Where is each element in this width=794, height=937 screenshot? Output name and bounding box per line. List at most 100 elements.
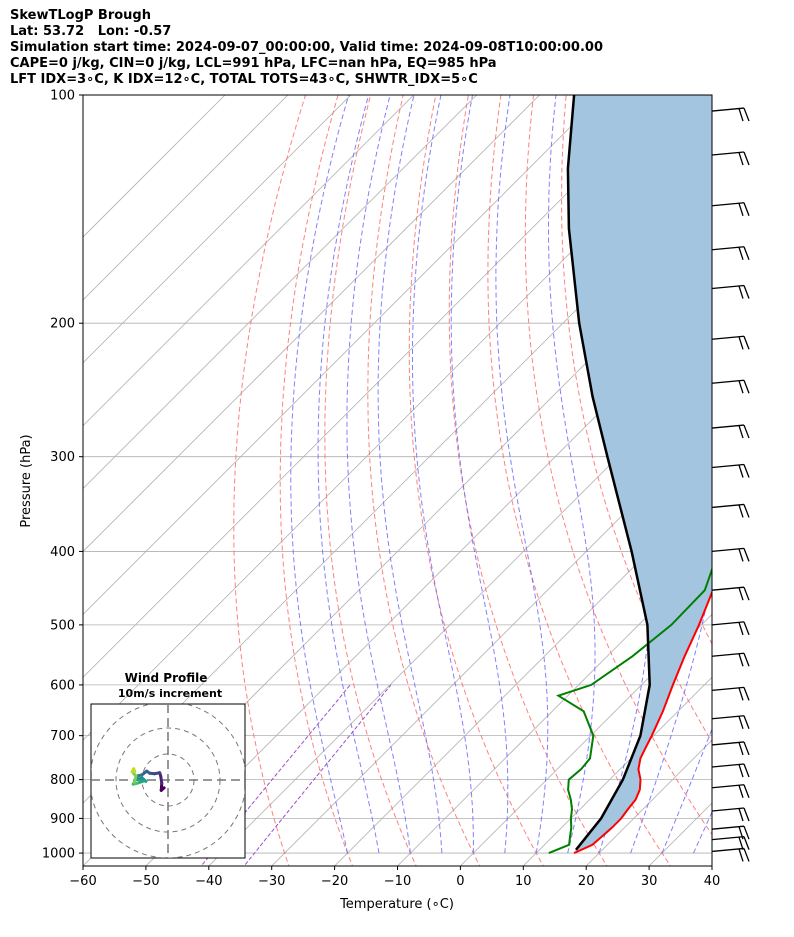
wind-barb-shaft [711,715,745,720]
dry-adiabat-line [728,78,794,869]
moist-adiabat-line [346,95,411,854]
wind-barb-shaft [711,379,745,384]
hodograph-title: Wind Profile [125,671,208,685]
wind-barb-flag [743,504,750,518]
isotherm-line [145,299,712,866]
y-tick-label: 600 [50,678,75,693]
dry-adiabat-line [561,95,712,743]
wind-barb-flag [743,586,750,601]
x-tick-label: −40 [195,874,222,889]
isotherm-line [83,95,666,678]
wind-barb-shaft [711,335,745,340]
x-tick-label: 30 [641,874,658,889]
wind-barb-flag [738,464,744,478]
moist-adiabat-line [450,95,509,854]
wind-barb-flag [743,424,750,439]
dry-adiabat-line [448,95,608,866]
wind-barb-flag [743,825,750,840]
wind-barb-shaft [711,586,745,591]
wind-barb-shaft [711,741,745,746]
wind-barb [711,586,750,601]
isotherm-line [334,488,712,866]
wind-barb [711,246,750,260]
dry-adiabat-line [524,95,712,836]
wind-barb-flag [738,716,744,729]
wind-barb [711,335,750,350]
wind-barb-shaft [711,547,745,553]
x-tick-label: −50 [132,874,159,889]
wind-barb-flag [743,848,750,862]
dry-adiabat-line [487,95,672,866]
wind-barb [711,847,750,862]
cin-shading [567,95,712,854]
wind-barb-shaft [711,784,745,789]
y-tick-label: 800 [50,773,75,788]
x-tick-label: −30 [258,874,285,889]
chart-header: SkewTLogP Brough Lat: 53.72 Lon: -0.57 S… [10,8,790,88]
wind-barb-shaft [711,621,745,626]
wind-barb [711,107,750,122]
wind-barb [711,652,750,667]
wind-barb-flag [738,687,744,701]
wind-barb [711,379,750,394]
wind-barb [711,763,750,778]
location-line: Lat: 53.72 Lon: -0.57 [10,24,172,39]
wind-barb [711,715,750,730]
wind-barb-flag [743,836,750,850]
isotherm-line [208,362,712,866]
wind-barb-flag [743,548,750,562]
hodograph: Wind Profile 10m/s increment [90,671,246,859]
moist-adiabat-line [630,95,712,854]
wind-barb-shaft [711,151,745,156]
wind-barb-flag [738,203,744,216]
wind-barb-flag [738,548,744,562]
indices-line-2: LFT IDX=3∘C, K IDX=12∘C, TOTAL TOTS=43∘C… [10,72,478,87]
dry-adiabat-line [279,95,354,866]
wind-barb-shaft [711,825,745,830]
dewpoint-line [548,566,712,855]
wind-barb-flag [743,653,750,667]
wind-barb-flag [743,379,750,394]
x-tick-label: −20 [321,874,348,889]
x-axis-label: Temperature (∘C) [339,897,454,912]
x-tick-label: −10 [384,874,411,889]
wind-barb [711,503,750,518]
isotherm-line [459,613,712,866]
wind-barb-shaft [711,652,745,657]
moist-adiabat-line [377,95,443,854]
wind-barb-flag [738,425,744,439]
wind-barb-flag [738,285,744,299]
wind-barb-flag [743,336,750,350]
wind-barb-flag [743,202,750,217]
y-tick-label: 900 [50,812,75,827]
wind-barb-flag [743,151,750,166]
wind-barb-shaft [711,202,745,207]
wind-barb-shaft [711,836,745,841]
moist-adiabat-line [661,727,712,854]
isotherm-line [83,95,352,364]
wind-barb [711,686,750,701]
moist-adiabat-line [412,95,474,854]
wind-barb-flag [738,504,744,518]
wind-barb [711,621,750,636]
indices-line-1: CAPE=0 j/kg, CIN=0 j/kg, LCL=991 hPa, LF… [10,56,497,71]
wind-barb [711,424,750,439]
wind-barb [711,463,750,478]
wind-barb [711,784,750,798]
wind-barb-flag [738,848,744,862]
isotherm-line [83,95,541,553]
wind-barb-flag [743,741,750,756]
moist-adiabat-line [495,95,549,854]
wind-barb-flag [738,764,744,778]
wind-barb-flag [738,826,744,840]
temperature-line [573,589,712,855]
wind-barb-flag [738,587,744,601]
y-tick-label: 200 [50,317,75,332]
wind-barb-flag [743,784,750,798]
wind-barb-flag [738,247,744,260]
isotherm-line [83,95,478,490]
dry-adiabat-line [408,95,544,866]
wind-barb-shaft [711,763,745,768]
chart-title: SkewTLogP Brough [10,8,151,23]
wind-barb [711,741,750,756]
